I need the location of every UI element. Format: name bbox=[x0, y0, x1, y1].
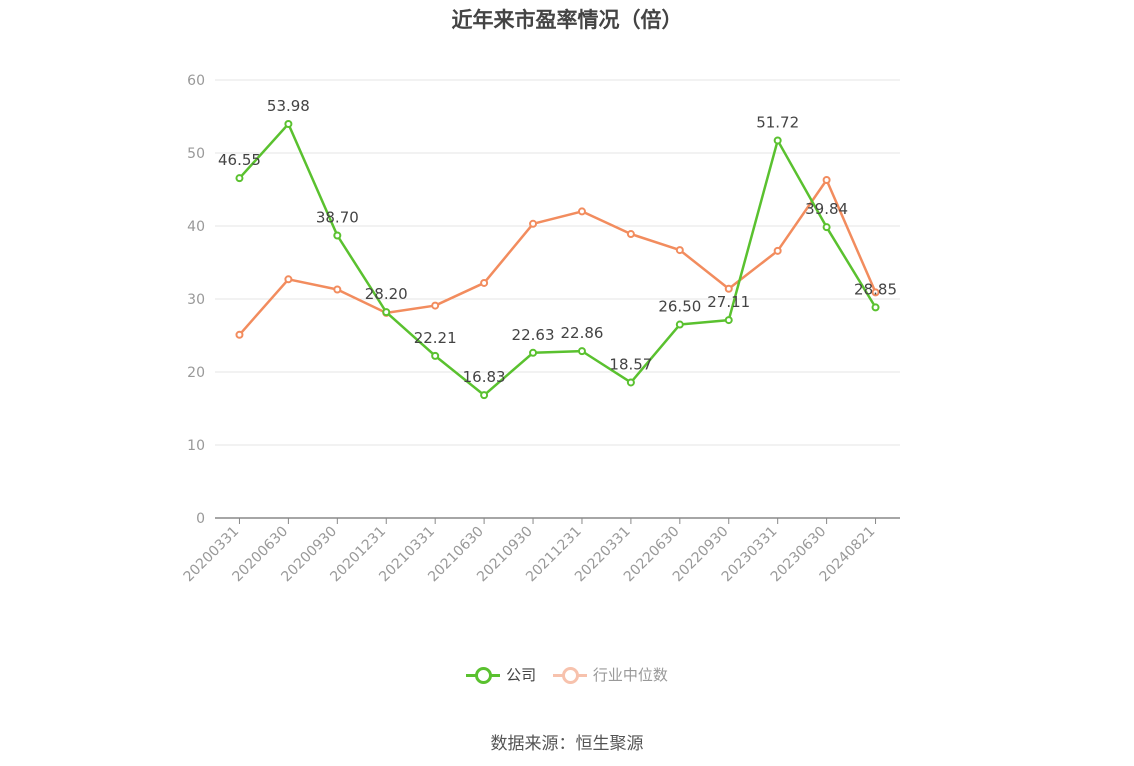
data-point-company bbox=[284, 119, 293, 128]
data-label: 28.85 bbox=[854, 280, 897, 298]
grid-layer bbox=[215, 79, 900, 446]
data-label: 22.86 bbox=[560, 324, 603, 342]
data-point-industry-median bbox=[626, 230, 635, 239]
y-tick-label: 10 bbox=[187, 438, 205, 454]
data-label: 22.21 bbox=[414, 329, 457, 347]
data-point-company bbox=[773, 136, 782, 145]
data-point-industry-median bbox=[235, 330, 244, 339]
data-label: 26.50 bbox=[658, 298, 701, 316]
data-label: 28.20 bbox=[365, 285, 408, 303]
data-point-industry-median bbox=[675, 246, 684, 255]
data-point-industry-median bbox=[431, 301, 440, 310]
legend-swatch-company bbox=[466, 666, 501, 684]
data-point-industry-median bbox=[529, 219, 538, 228]
data-point-company bbox=[871, 303, 880, 312]
series-line-industry-median bbox=[238, 178, 877, 336]
y-tick-label: 50 bbox=[187, 146, 205, 162]
data-point-company bbox=[529, 348, 538, 357]
y-tick-label: 60 bbox=[187, 73, 205, 89]
data-point-industry-median bbox=[284, 275, 293, 284]
data-point-company bbox=[431, 351, 440, 360]
data-point-industry-median bbox=[480, 278, 489, 287]
data-label: 53.98 bbox=[267, 97, 310, 115]
data-point-company bbox=[333, 231, 342, 240]
data-point-industry-median bbox=[871, 288, 880, 297]
series-line-company bbox=[238, 122, 877, 397]
legend-item-industry-median[interactable]: 行业中位数 bbox=[552, 664, 668, 685]
data-point-company bbox=[382, 308, 391, 317]
legend-label-company: 公司 bbox=[506, 666, 537, 684]
source-note: 数据来源：恒生聚源 bbox=[490, 734, 644, 754]
data-label: 22.63 bbox=[512, 326, 555, 344]
data-label: 16.83 bbox=[463, 368, 506, 386]
legend-label-industry-median: 行业中位数 bbox=[592, 666, 668, 684]
y-tick-label: 40 bbox=[187, 219, 205, 235]
data-point-company bbox=[577, 347, 586, 356]
data-point-company bbox=[480, 391, 489, 400]
data-point-industry-median bbox=[724, 284, 733, 293]
series-layer bbox=[235, 119, 880, 400]
y-tick-label: 0 bbox=[196, 511, 205, 527]
data-point-company bbox=[724, 316, 733, 325]
data-label: 46.55 bbox=[218, 151, 261, 169]
data-point-company bbox=[675, 320, 684, 329]
data-label: 39.84 bbox=[805, 200, 848, 218]
y-tick-label: 20 bbox=[187, 365, 205, 381]
data-label: 38.70 bbox=[316, 208, 359, 226]
data-point-company bbox=[822, 223, 831, 232]
data-label: 27.11 bbox=[707, 293, 750, 311]
data-point-industry-median bbox=[822, 176, 831, 185]
chart-title: 近年来市盈率情况（倍） bbox=[451, 8, 683, 32]
data-label: 18.57 bbox=[609, 355, 652, 373]
data-label: 51.72 bbox=[756, 113, 799, 131]
data-point-industry-median bbox=[333, 285, 342, 294]
legend-swatch-industry-median bbox=[552, 666, 587, 684]
label-layer: 46.55 53.98 38.70 28.20 22.21 16.83 22.63 22.86… bbox=[218, 97, 897, 386]
data-point-industry-median bbox=[577, 207, 586, 216]
legend-item-company[interactable]: 公司 bbox=[466, 664, 536, 685]
data-point-industry-median bbox=[773, 246, 782, 255]
data-point-company bbox=[235, 174, 244, 183]
data-point-company bbox=[626, 378, 635, 387]
y-tick-label: 30 bbox=[187, 292, 205, 308]
legend: 公司 行业中位数 bbox=[0, 664, 1134, 687]
